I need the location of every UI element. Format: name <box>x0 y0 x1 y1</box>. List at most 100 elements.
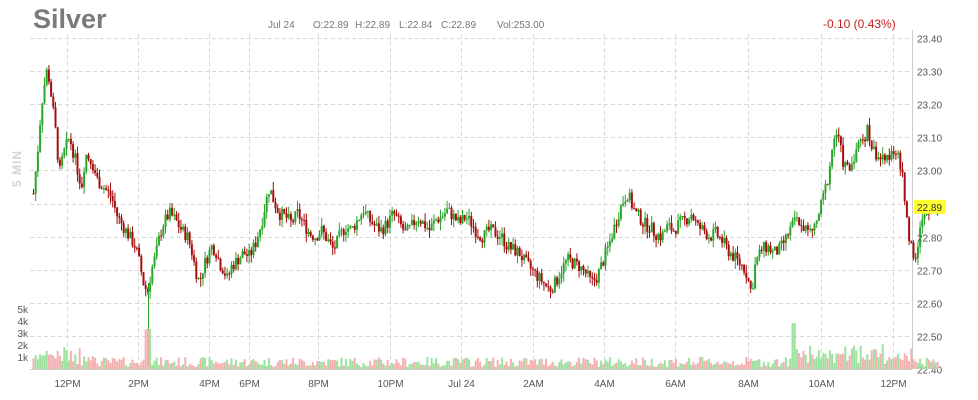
candle-body <box>556 277 559 285</box>
candle-body <box>919 227 922 247</box>
y-tick-label: 23.10 <box>917 134 942 145</box>
candle-body <box>628 192 631 201</box>
candle-body <box>729 253 732 257</box>
candle-body <box>274 202 277 209</box>
candle-body <box>802 225 805 231</box>
candle-body <box>175 214 178 221</box>
volume-bar <box>461 359 464 369</box>
volume-bar <box>496 360 499 369</box>
candle-body <box>78 174 81 184</box>
volume-bar <box>839 354 842 369</box>
candle-body <box>580 266 583 272</box>
candle-body <box>91 164 94 171</box>
candle-body <box>872 146 875 149</box>
candle-body <box>905 201 908 218</box>
candle-body <box>815 220 818 224</box>
volume-bar <box>602 364 605 369</box>
candle-body <box>406 224 409 230</box>
candle-body <box>36 151 39 172</box>
candle-body <box>393 211 396 214</box>
candle-body <box>503 233 506 247</box>
volume-bar <box>930 361 933 369</box>
candle-body <box>688 219 691 225</box>
volume-bar <box>151 364 154 369</box>
candle-body <box>320 225 323 235</box>
candle-body <box>270 190 273 195</box>
candle-body <box>782 240 785 243</box>
volume-bar <box>890 358 893 369</box>
candle-body <box>195 261 198 279</box>
candle-body <box>197 278 200 280</box>
candle-body <box>633 207 636 209</box>
candle-body <box>877 157 880 160</box>
volume-bar <box>327 359 330 369</box>
candle-body <box>813 223 816 231</box>
candle-body <box>215 254 218 258</box>
volume-bar <box>309 365 312 369</box>
volume-bar <box>333 359 336 369</box>
candle-body <box>732 253 735 261</box>
volume-bar <box>142 359 145 369</box>
volume-bar <box>278 360 281 369</box>
candle-body <box>50 81 53 97</box>
volume-bar <box>219 363 222 369</box>
volume-bar <box>157 364 160 369</box>
volume-bar <box>905 355 908 369</box>
candle-body <box>903 172 906 202</box>
candle-body <box>87 154 90 160</box>
candle-body <box>340 229 343 231</box>
candle-body <box>267 194 270 197</box>
candle-body <box>386 220 389 228</box>
candle-body <box>703 225 706 232</box>
volume-bar <box>573 364 576 369</box>
volume-bar <box>417 361 420 369</box>
candle-body <box>83 171 86 188</box>
volume-bar <box>204 357 207 369</box>
candle-body <box>842 145 845 167</box>
volume-bar <box>397 362 400 369</box>
volume-bar <box>806 362 809 369</box>
candle-body <box>204 257 207 274</box>
volume-bar <box>567 361 570 369</box>
candle-body <box>771 250 774 253</box>
candle-body <box>758 249 761 258</box>
volume-bar <box>886 360 889 369</box>
candle-body <box>910 240 913 243</box>
candle-body <box>831 149 834 167</box>
candle-body <box>754 264 757 289</box>
candle-body <box>300 219 303 221</box>
volume-bar <box>94 357 97 369</box>
candle-body <box>155 245 158 257</box>
volume-bar <box>545 358 548 369</box>
volume-bar <box>672 362 675 369</box>
candle-body <box>696 220 699 223</box>
candle-body <box>927 213 930 215</box>
volume-bar <box>424 365 427 369</box>
volume-bar <box>254 361 257 369</box>
candle-body <box>432 220 435 224</box>
candle-body <box>593 278 596 281</box>
volume-bar <box>76 364 79 369</box>
volume-bar <box>485 357 488 369</box>
candle-body <box>490 224 493 231</box>
candle-body <box>278 212 281 220</box>
candle-body <box>43 85 46 104</box>
volume-bar <box>701 357 704 369</box>
volume-bar <box>778 366 781 369</box>
ohlc-date: Jul 24 <box>268 20 295 31</box>
volume-bar <box>518 360 521 369</box>
volume-bar <box>164 359 167 369</box>
volume-bar <box>729 364 732 369</box>
candle-body <box>727 244 730 257</box>
volume-bar <box>289 363 292 369</box>
volume-bar <box>186 366 189 369</box>
candle-body <box>47 69 50 82</box>
candle-body <box>575 258 578 262</box>
candle-body <box>190 244 193 256</box>
volume-bar <box>274 365 277 369</box>
candle-body <box>712 229 715 241</box>
candle-body <box>714 226 717 230</box>
candle-body <box>245 254 248 256</box>
candle-body <box>289 214 292 221</box>
